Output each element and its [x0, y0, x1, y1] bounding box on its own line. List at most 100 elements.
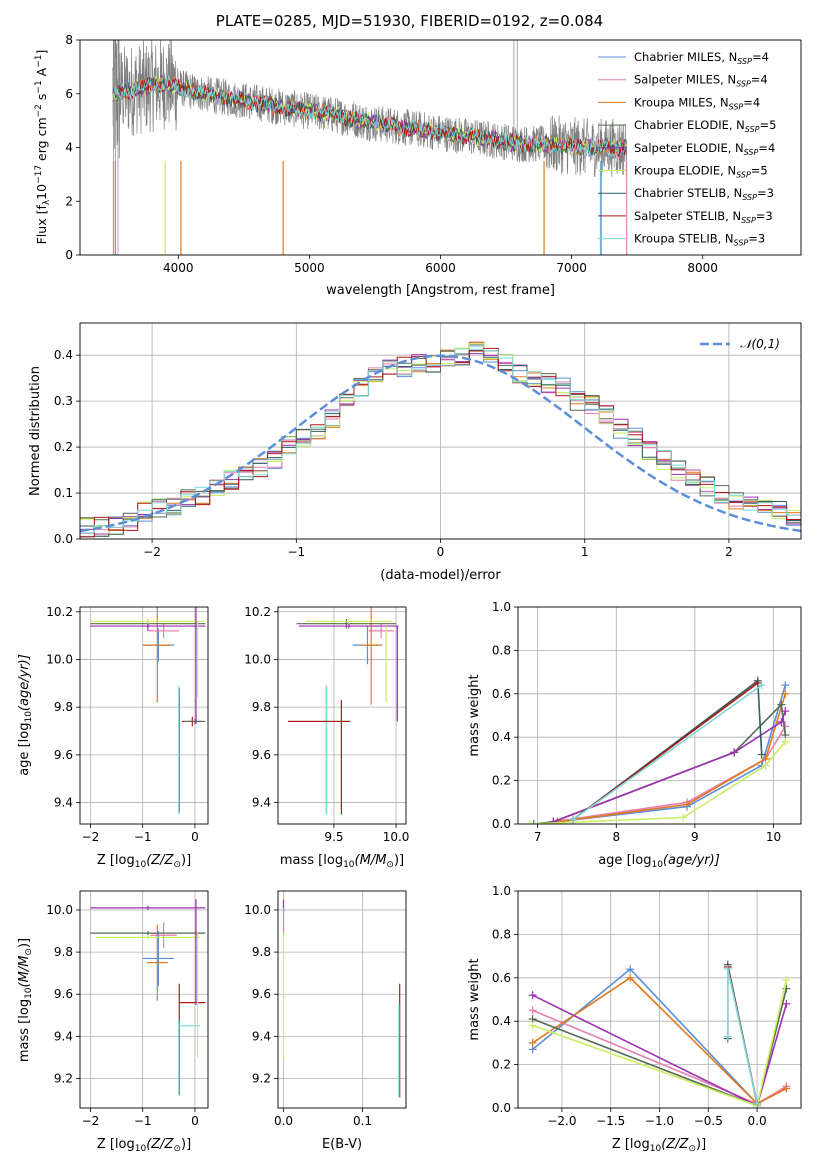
label-part: (Z/Z: [661, 1137, 689, 1152]
label-part: ⊙: [173, 860, 181, 870]
legend-text: Salpeter ELODIE, N: [634, 141, 744, 155]
label-part: 10: [651, 860, 663, 870]
y-axis-label: mass weight: [467, 958, 482, 1040]
y-tick-label: 9.8: [54, 700, 73, 714]
y-tick-label: 0.0: [54, 532, 73, 546]
mass-weight-line: [557, 684, 787, 823]
label-part: 10: [135, 860, 147, 870]
x-tick-label: 10.0: [383, 830, 410, 844]
x-axis-label: age [log10(age/yr)]: [598, 853, 720, 870]
legend-sub: SSP: [741, 216, 756, 225]
x-tick-label: 0.0: [748, 1114, 767, 1128]
x-axis-label: (data-model)/error: [380, 568, 501, 583]
panel-massweight-vs-Z: −2.0 −1.5 −1.0 −0.5 0.0 0.0 0.2 0.4 0.6 0.8 1.0: [492, 884, 802, 1128]
axes-frame: [79, 606, 209, 825]
hist-salpeter-elodie: [80, 353, 801, 535]
label-part: −1: [34, 55, 44, 68]
y-tick-label: 0.8: [492, 643, 511, 657]
label-part: s: [34, 94, 49, 105]
y-tick-label: 0.4: [492, 730, 511, 744]
x-tick-label: −2: [143, 545, 161, 559]
mass-weight-line: [727, 968, 758, 1104]
x-tick-label: 7000: [556, 261, 587, 275]
label-part: λ: [42, 199, 52, 205]
legend-text: Salpeter STELIB, N: [634, 209, 741, 223]
legend-text: Chabrier STELIB, N: [634, 186, 742, 200]
panel-mass-vs-Z: −2 −1 0 9.2 9.4 9.6 9.8 10.0: [46, 890, 209, 1128]
x-tick-label: −1: [134, 830, 152, 844]
label-part: ⊙: [688, 1144, 696, 1154]
plot-area: [112, 40, 628, 255]
label-part: Z [log: [97, 1137, 135, 1152]
label-part: (M/M: [17, 956, 32, 988]
x-tick-label: 7: [534, 830, 542, 844]
label-part: mass [log: [280, 853, 343, 868]
y-tick-label: 9.2: [54, 1072, 73, 1086]
y-tick-label: 10.0: [46, 903, 73, 917]
label-part: age [log: [17, 723, 32, 776]
legend-sub: SSP: [744, 148, 759, 157]
x-tick-label: 9.5: [324, 830, 343, 844]
x-tick-label: 5000: [294, 261, 325, 275]
x-tick-label: −1: [287, 545, 305, 559]
legend-text: =5: [751, 164, 768, 178]
y-tick-label: 10.0: [244, 652, 271, 666]
y-tick-label: 0.4: [492, 1014, 511, 1028]
x-axis-label: E(B-V): [322, 1137, 362, 1152]
legend-text: Kroupa ELODIE, N: [634, 164, 736, 178]
legend-text: Chabrier ELODIE, N: [634, 118, 745, 132]
hist-kroupa-miles: [80, 342, 801, 537]
y-tick-label: 6: [65, 87, 73, 101]
legend-text: =4: [752, 50, 769, 64]
observed-spectrum: [112, 40, 627, 177]
legend-label: Salpeter ELODIE, NSSP=4: [634, 141, 775, 157]
label-part: ⊙: [386, 860, 394, 870]
label-part: )]: [394, 853, 404, 868]
label-part: 10: [24, 987, 34, 999]
legend-label: Chabrier ELODIE, NSSP=5: [634, 118, 776, 134]
plot-area: [282, 899, 401, 1098]
y-tick-label: 9.6: [252, 987, 271, 1001]
label-part: (age/yr)]: [663, 853, 720, 868]
y-tick-label: 1.0: [492, 884, 511, 898]
y-tick-label: 0.2: [492, 774, 511, 788]
y-tick-label: 9.8: [252, 945, 271, 959]
y-tick-label: 9.4: [252, 796, 271, 810]
plot-area: [287, 607, 399, 815]
panel-mass-vs-ebv: 0.0 0.1 9.2 9.4 9.6 9.8 10.0: [244, 890, 407, 1128]
x-tick-label: −2.0: [547, 1114, 576, 1128]
mass-weight-line: [532, 976, 787, 1105]
x-tick-label: 0.1: [353, 1114, 372, 1128]
label-part: ⊙: [24, 948, 34, 956]
label-part: 10: [135, 1144, 147, 1154]
panel-residuals: −2 −1 0 1 2 0.0 0.1 0.2 0.3 0.4: [54, 322, 802, 559]
label-part: (age/yr)]: [17, 654, 32, 711]
y-tick-label: 0.8: [492, 927, 511, 941]
label-part: erg cm: [34, 117, 49, 165]
y-tick-label: 9.4: [54, 1029, 73, 1043]
label-part: )]: [696, 1137, 706, 1152]
x-tick-label: 6000: [425, 261, 456, 275]
label-part: 10: [24, 711, 34, 723]
x-axis-label: Z [log10(Z/Z⊙)]: [97, 853, 191, 870]
label-part: −17: [34, 165, 44, 184]
y-tick-label: 0.6: [492, 971, 511, 985]
legend-label: Salpeter MILES, NSSP=4: [634, 73, 768, 89]
panel-age-vs-Z: −2 −1 0 9.4 9.6 9.8 10.0 10.2: [46, 605, 209, 844]
panel-massweight-vs-age: 7 8 9 10 0.0 0.2 0.4 0.6 0.8 1.0: [492, 600, 802, 844]
legend-text: =3: [756, 209, 773, 223]
legend-label: Chabrier MILES, NSSP=4: [634, 50, 769, 66]
legend-text: =4: [743, 95, 760, 109]
label-part: ]: [34, 50, 49, 55]
panel-spectrum: 4000 5000 6000 7000 8000 0 2 4 6 8: [65, 33, 802, 275]
x-tick-label: −0.5: [694, 1114, 723, 1128]
x-tick-label: 0.0: [274, 1114, 293, 1128]
legend-label: Kroupa ELODIE, NSSP=5: [634, 164, 768, 180]
x-tick-label: −1.5: [596, 1114, 625, 1128]
panel-age-vs-mass: 9.5 10.0 9.4 9.6 9.8 10.0 10.2: [244, 605, 410, 844]
legend-sub: SSP: [736, 171, 751, 180]
plot-area: [525, 676, 790, 824]
label-part: Z [log: [612, 1137, 650, 1152]
plot-area: [528, 960, 791, 1108]
